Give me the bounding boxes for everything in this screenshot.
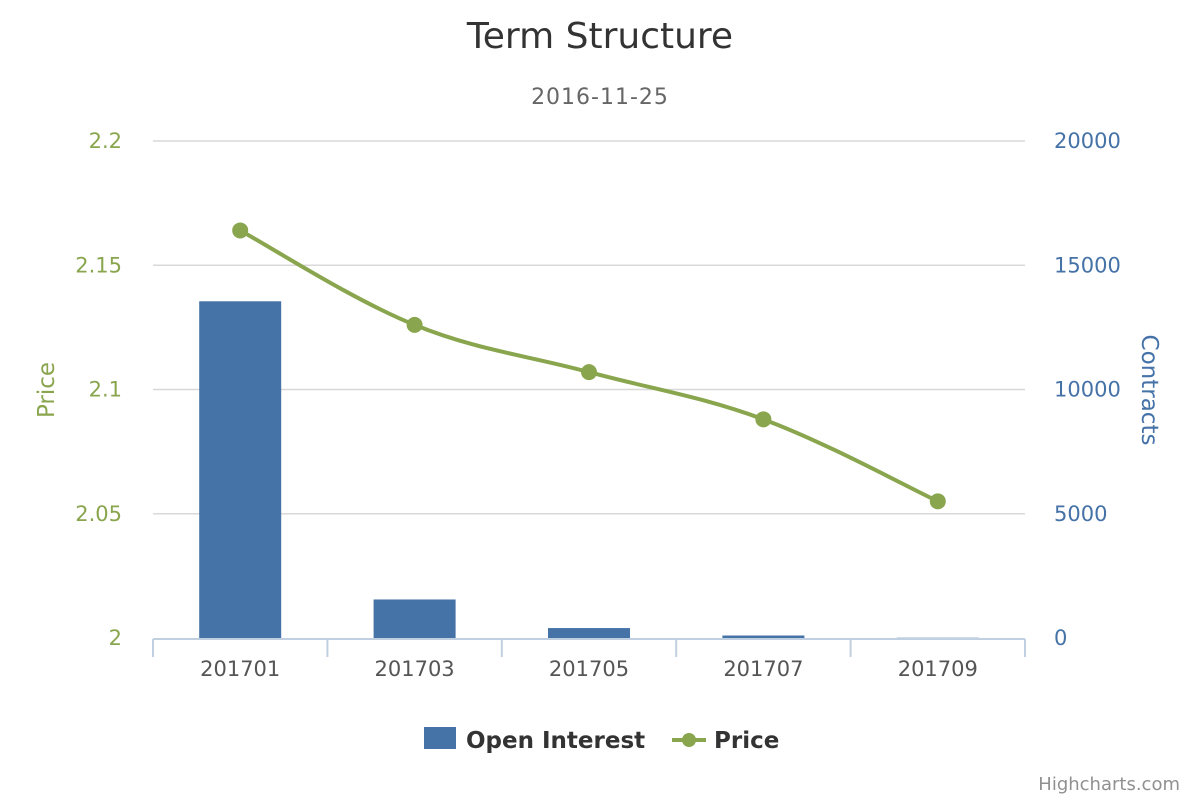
y-right-tick-label: 5000 [1054,502,1107,526]
x-tick-label: 201709 [898,657,978,681]
y-left-tick-label: 2.05 [75,502,122,526]
y-axis-right: 0 5000 10000 15000 20000 [1054,129,1121,650]
open-interest-bar[interactable] [548,628,630,638]
x-axis: 201701 201703 201705 201707 201709 [152,638,1026,681]
y-left-tick-label: 2.2 [89,129,122,153]
open-interest-bars[interactable] [199,301,979,638]
legend-item-open-interest[interactable]: Open Interest [424,727,645,754]
y-axis-right-title: Contracts [1136,335,1162,446]
y-right-tick-label: 15000 [1054,253,1121,277]
open-interest-bar[interactable] [373,599,456,638]
legend-marker-swatch [682,733,696,747]
price-point[interactable] [929,493,946,510]
x-tick-label: 201701 [200,657,280,681]
y-right-tick-label: 10000 [1054,378,1121,402]
open-interest-bar[interactable] [199,301,282,638]
y-left-tick-label: 2 [109,626,122,650]
y-left-tick-label: 2.1 [89,378,122,402]
legend-item-price[interactable]: Price [672,728,779,754]
price-line-series[interactable] [232,222,946,510]
x-tick-label: 201703 [375,657,455,681]
y-right-tick-label: 20000 [1054,129,1121,153]
chart-title: Term Structure [466,16,733,57]
price-point[interactable] [755,411,772,428]
gridlines [153,140,1025,515]
price-point[interactable] [406,316,423,333]
y-left-tick-label: 2.15 [75,253,122,277]
y-right-tick-label: 0 [1054,626,1067,650]
y-axis-left: 2 2.05 2.1 2.15 2.2 [75,129,122,650]
credits-link[interactable]: Highcharts.com [1038,774,1180,795]
price-point[interactable] [232,222,249,239]
legend-label-price: Price [714,728,779,754]
chart-subtitle: 2016-11-25 [531,85,669,110]
legend[interactable]: Open Interest Price [424,727,779,754]
price-point[interactable] [581,364,597,381]
x-tick-label: 201705 [549,657,629,681]
x-tick-label: 201707 [723,657,803,681]
open-interest-bar[interactable] [722,635,805,638]
legend-label-open-interest: Open Interest [466,728,645,754]
y-axis-left-title: Price [34,362,60,418]
legend-bar-swatch [424,727,456,749]
